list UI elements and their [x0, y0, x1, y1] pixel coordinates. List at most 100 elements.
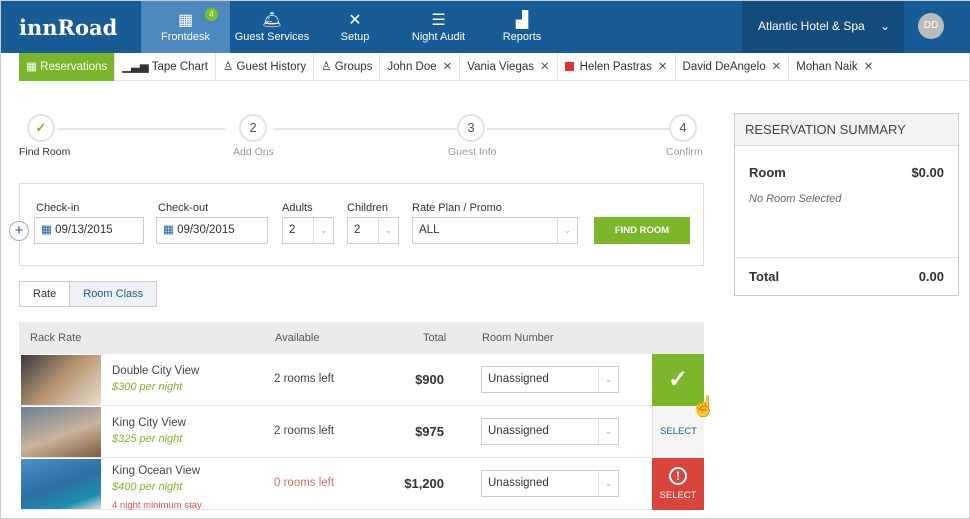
tab-john-doe[interactable]: John Doe ✕ — [380, 53, 461, 81]
header-available: Available — [275, 332, 320, 344]
step-label: Add Ons — [233, 146, 274, 158]
rate-plan-value: ALL — [419, 224, 440, 236]
rate-toggle[interactable]: Rate — [19, 281, 71, 307]
checkout-field[interactable]: ▦ 09/30/2015 — [156, 217, 268, 244]
users-icon: ♙ — [321, 61, 335, 73]
tools-icon: ✕ — [348, 12, 362, 29]
alert-icon: ! — [669, 467, 687, 485]
summary-title: RESERVATION SUMMARY — [735, 114, 958, 146]
close-icon[interactable]: ✕ — [657, 61, 668, 73]
adults-label: Adults — [282, 202, 313, 214]
nav-frontdesk[interactable]: ▦ 4 Frontdesk — [141, 1, 230, 53]
tab-david-deangelo[interactable]: David DeAngelo ✕ — [676, 53, 790, 81]
step-line — [273, 128, 457, 130]
tab-reservations[interactable]: ▦ Reservations — [19, 53, 116, 81]
room-name: King City View — [112, 417, 186, 429]
checkout-label: Check-out — [158, 202, 209, 214]
room-name: King Ocean View — [112, 465, 201, 477]
room-table: Rack Rate Available Total Room Number Do… — [19, 322, 704, 511]
room-total: $1,200 — [404, 476, 444, 491]
divider — [735, 257, 958, 258]
step-line — [487, 128, 669, 130]
select-button[interactable]: SELECT — [652, 406, 704, 458]
calendar-icon: ▦ — [41, 224, 56, 236]
room-number-value: Unassigned — [488, 477, 549, 489]
adults-value: 2 — [289, 224, 296, 236]
close-icon[interactable]: ✕ — [540, 61, 550, 73]
hotel-name: Atlantic Hotel & Spa — [758, 19, 865, 33]
selected-button[interactable]: ✓ — [652, 354, 704, 406]
room-total: $900 — [415, 372, 444, 387]
chart-icon: ▟ — [515, 12, 529, 29]
summary-room-value: $0.00 — [911, 165, 944, 180]
close-icon[interactable]: ✕ — [442, 61, 453, 73]
step-2: 2 — [239, 114, 267, 142]
room-class-toggle[interactable]: Room Class — [70, 281, 158, 307]
checklist-icon: ☰ — [431, 12, 446, 29]
room-image — [21, 407, 101, 457]
chevron-down-icon: ⌄ — [378, 218, 398, 243]
nav-reports[interactable]: ▟ Reports — [481, 1, 563, 53]
room-number-select[interactable]: Unassigned ⌄ — [481, 470, 619, 497]
find-room-button[interactable]: FIND ROOM — [594, 217, 690, 244]
room-name: Double City View — [112, 365, 200, 377]
adults-select[interactable]: 2 ⌄ — [282, 217, 334, 244]
step-1-check-icon: ✓ — [27, 114, 55, 142]
min-stay-note: 4 night minimum stay — [112, 500, 202, 511]
search-form: + Check-in ▦ 09/13/2015 Check-out ▦ 09/3… — [9, 183, 704, 266]
tab-label: Vania Viegas — [467, 61, 534, 73]
avatar[interactable]: DD — [918, 13, 944, 39]
close-icon[interactable]: ✕ — [771, 61, 782, 73]
check-icon: ✓ — [667, 366, 689, 393]
calendar-icon: ▦ — [163, 224, 178, 236]
availability: 2 rooms left — [274, 373, 335, 385]
table-row: King City View $325 per night 2 rooms le… — [19, 406, 704, 458]
select-warning-button[interactable]: ! SELECT — [652, 458, 704, 510]
tab-label: David DeAngelo — [682, 61, 766, 73]
children-label: Children — [347, 202, 388, 214]
step-3: 3 — [457, 114, 485, 142]
tab-vania-viegas[interactable]: Vania Viegas ✕ — [460, 53, 558, 81]
logo: innRoad — [19, 15, 118, 40]
reservation-summary: RESERVATION SUMMARY Room $0.00 No Room S… — [734, 113, 959, 296]
tab-label: Guest History — [236, 61, 307, 73]
room-number-value: Unassigned — [488, 425, 549, 437]
nav-setup[interactable]: ✕ Setup — [314, 1, 396, 53]
header-room-number: Room Number — [482, 332, 554, 344]
summary-total-label: Total — [749, 269, 780, 284]
tab-label: John Doe — [387, 61, 437, 73]
children-select[interactable]: 2 ⌄ — [347, 217, 399, 244]
room-rate: $325 per night — [112, 433, 183, 445]
user-icon: ♙ — [222, 61, 237, 73]
step-label: Confirm — [666, 146, 703, 158]
tab-mohan-naik[interactable]: Mohan Naik ✕ — [789, 53, 880, 81]
bell-icon: 🛎 — [261, 12, 283, 29]
nav-label: Guest Services — [234, 31, 310, 43]
room-image — [21, 355, 101, 405]
tab-label: Mohan Naik — [796, 61, 858, 73]
nav-guest-services[interactable]: 🛎 Guest Services — [230, 1, 314, 53]
room-number-select[interactable]: Unassigned ⌄ — [481, 366, 619, 393]
tab-label: Reservations — [40, 61, 108, 73]
room-number-select[interactable]: Unassigned ⌄ — [481, 418, 619, 445]
nav-label: Reports — [502, 31, 542, 43]
calendar-icon: ▦ — [26, 61, 41, 73]
header-total: Total — [423, 332, 447, 344]
flag-icon — [564, 62, 574, 71]
nav-night-audit[interactable]: ☰ Night Audit — [396, 1, 481, 53]
hotel-selector[interactable]: Atlantic Hotel & Spa ⌄ — [742, 1, 904, 53]
availability: 0 rooms left — [274, 477, 335, 489]
add-icon[interactable]: + — [9, 221, 29, 241]
close-icon[interactable]: ✕ — [863, 61, 874, 73]
tab-groups[interactable]: ♙ Groups — [314, 53, 381, 81]
rate-plan-select[interactable]: ALL ⌄ — [412, 217, 578, 244]
tab-helen-pastras[interactable]: Helen Pastras ✕ — [558, 53, 676, 81]
tab-guest-history[interactable]: ♙ Guest History — [216, 53, 315, 81]
room-number-value: Unassigned — [488, 373, 549, 385]
rate-plan-label: Rate Plan / Promo — [412, 202, 502, 214]
tab-tape-chart[interactable]: ▁▃▅ Tape Chart — [115, 53, 216, 81]
step-line — [57, 128, 225, 130]
checkin-field[interactable]: ▦ 09/13/2015 — [34, 217, 144, 244]
chevron-down-icon: ⌄ — [598, 419, 618, 444]
nav-label: Setup — [340, 31, 370, 43]
